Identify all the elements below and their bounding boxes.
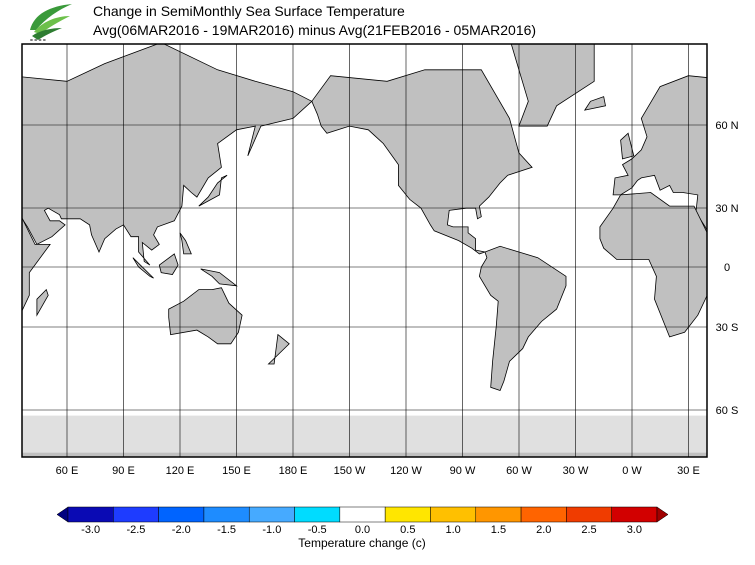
landmass: [200, 268, 238, 287]
lon-label: 90 W: [450, 465, 476, 477]
logo: = = = =: [30, 4, 72, 44]
lon-label: 120 E: [166, 465, 195, 477]
colorbar-under: [56, 506, 69, 523]
lon-label: 150 W: [334, 465, 366, 477]
colorbar-tick-label: -0.5: [308, 524, 327, 536]
colorbar: -3.0 -2.5 -2.0 -1.5 -1.0 -0.5 0.0 0.5 1.0 1.5 2.0 2…: [56, 506, 669, 550]
landmass: [168, 287, 243, 345]
colorbar-tick-label: 1.0: [445, 524, 460, 536]
colorbar-tick-label: -2.5: [126, 524, 145, 536]
colorbar-bin: [158, 506, 205, 523]
colorbar-tick-label: -1.0: [262, 524, 281, 536]
colorbar-bin: [520, 506, 567, 523]
lon-label: 180 E: [279, 465, 308, 477]
svg-text:= = = =: = = = =: [30, 38, 46, 44]
lon-label: 30 W: [563, 465, 589, 477]
colorbar-over: [656, 506, 669, 523]
colorbar-tick-label: 3.0: [627, 524, 642, 536]
lon-label: 120 W: [390, 465, 422, 477]
colorbar-bin: [294, 506, 341, 523]
landmass: [198, 174, 228, 207]
lon-label: 90 E: [112, 465, 135, 477]
lat-label: 0: [724, 262, 730, 274]
lon-label: 60 W: [506, 465, 532, 477]
colorbar-bin: [611, 506, 658, 523]
landmass: [22, 217, 51, 312]
landmass: [620, 132, 635, 160]
subtitle: Avg(06MAR2016 - 19MAR2016) minus Avg(21F…: [93, 22, 536, 38]
landmass: [132, 257, 154, 279]
graticule: [22, 44, 707, 457]
colorbar-tick-label: 1.5: [491, 524, 506, 536]
colorbar-tick-label: 2.5: [581, 524, 596, 536]
lon-label: 150 E: [222, 465, 251, 477]
colorbar-title: Temperature change (c): [298, 536, 425, 550]
colorbar-tick-label: 0.5: [400, 524, 415, 536]
landmass: [715, 290, 726, 316]
lat-label: 30 N: [715, 203, 738, 215]
colorbar-bin: [67, 506, 114, 523]
colorbar-bin: [203, 506, 250, 523]
colorbar-tick-label: 2.0: [536, 524, 551, 536]
colorbar-bin: [339, 506, 386, 523]
landmass: [179, 232, 192, 255]
landmass: [267, 333, 290, 365]
landmass: [158, 253, 179, 275]
antarctica: [22, 452, 707, 457]
lon-label: 30 E: [677, 465, 700, 477]
title: Change in SemiMonthly Sea Surface Temper…: [93, 3, 405, 19]
sea-ice: [22, 415, 707, 457]
map-labels: 60 E 90 E 120 E 150 E 180 E 150 W 120 W 90 W 60 …: [56, 120, 739, 477]
colorbar-bin: [430, 506, 477, 523]
colorbar-tick-label: -2.0: [172, 524, 191, 536]
colorbar-bin: [475, 506, 522, 523]
lat-label: 30 S: [716, 322, 739, 334]
lat-label: 60 S: [716, 405, 739, 417]
landmass: [510, 44, 595, 127]
lat-label: 60 N: [715, 120, 738, 132]
colorbar-bin: [113, 506, 159, 523]
land: [22, 44, 726, 457]
map-frame: [21, 43, 708, 458]
colorbar-bin: [248, 506, 295, 523]
colorbar-tick-label: -3.0: [81, 524, 100, 536]
landmass: [583, 96, 606, 111]
lon-label: 60 E: [56, 465, 79, 477]
colorbar-tick-label: 0.0: [355, 524, 370, 536]
landmass: [36, 288, 49, 317]
colorbar-bin: [566, 506, 612, 523]
landmass: [599, 192, 707, 338]
colorbar-bin: [384, 506, 431, 523]
colorbar-tick-label: -1.5: [217, 524, 236, 536]
lon-label: 0 W: [622, 465, 642, 477]
